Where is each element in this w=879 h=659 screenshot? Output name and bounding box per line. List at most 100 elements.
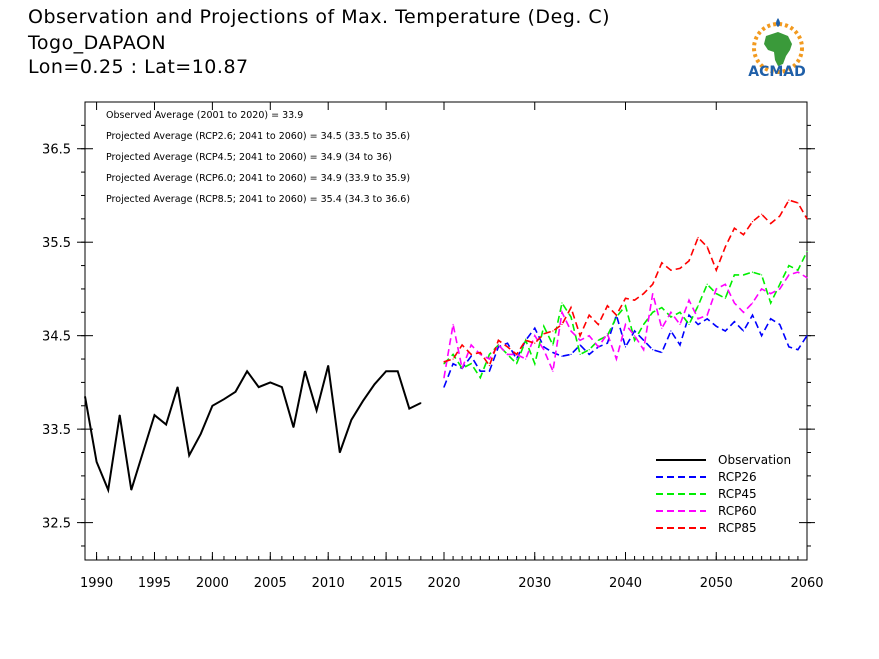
- data-point-rcp60: [461, 367, 463, 369]
- data-point-rcp60: [552, 370, 554, 372]
- data-point-observation: [107, 489, 109, 491]
- data-point-rcp85: [770, 222, 772, 225]
- data-point-rcp45: [733, 274, 736, 276]
- data-point-rcp45: [715, 293, 717, 295]
- data-point-rcp45: [597, 339, 599, 341]
- data-point-rcp60: [525, 358, 527, 360]
- x-tick-label: 2020: [427, 576, 460, 591]
- data-point-rcp45: [615, 316, 618, 318]
- average-annotation: Projected Average (RCP4.5; 2041 to 2060)…: [106, 152, 392, 163]
- legend-label-rcp26: RCP26: [718, 470, 757, 484]
- data-point-rcp26: [697, 323, 699, 326]
- data-point-rcp60: [579, 339, 581, 341]
- data-point-rcp26: [479, 370, 481, 372]
- data-point-rcp60: [624, 323, 627, 326]
- y-tick-label: 34.5: [42, 330, 71, 345]
- data-point-rcp60: [506, 353, 509, 355]
- data-point-observation: [327, 364, 329, 367]
- data-point-rcp26: [715, 325, 717, 327]
- data-point-rcp60: [588, 335, 590, 337]
- average-annotation: Observed Average (2001 to 2020) = 33.9: [106, 110, 303, 121]
- data-point-observation: [84, 395, 86, 398]
- data-point-rcp60: [534, 335, 536, 337]
- data-point-rcp85: [443, 361, 445, 363]
- data-point-rcp45: [443, 363, 445, 365]
- data-point-rcp85: [788, 199, 790, 201]
- data-point-rcp26: [633, 330, 636, 332]
- x-tick-label: 2060: [790, 576, 823, 591]
- data-point-rcp85: [552, 330, 554, 332]
- data-point-rcp45: [488, 353, 490, 355]
- data-point-rcp85: [742, 234, 745, 236]
- data-point-rcp60: [797, 271, 799, 273]
- data-point-observation: [177, 386, 179, 388]
- data-point-rcp45: [570, 316, 572, 318]
- data-point-observation: [142, 451, 144, 454]
- data-point-rcp85: [470, 353, 472, 355]
- data-point-rcp60: [497, 344, 500, 346]
- data-point-observation: [234, 391, 237, 393]
- data-point-rcp60: [643, 349, 645, 351]
- data-point-rcp26: [624, 346, 627, 348]
- y-tick-label: 32.5: [42, 517, 71, 532]
- data-point-rcp60: [597, 346, 599, 348]
- data-point-rcp60: [761, 288, 763, 290]
- data-point-rcp26: [470, 355, 472, 357]
- data-point-rcp26: [670, 330, 672, 332]
- data-point-rcp45: [588, 349, 590, 351]
- y-tick-label: 33.5: [42, 423, 71, 438]
- data-point-observation: [350, 419, 352, 421]
- chart-title: Observation and Projections of Max. Temp…: [28, 6, 611, 28]
- data-point-rcp60: [543, 349, 545, 351]
- data-point-rcp45: [670, 316, 672, 318]
- data-point-observation: [385, 370, 387, 372]
- data-point-rcp85: [479, 351, 481, 354]
- data-point-rcp85: [461, 344, 463, 346]
- data-point-rcp60: [488, 358, 490, 360]
- x-tick-label: 1990: [80, 576, 113, 591]
- data-point-rcp26: [588, 353, 590, 355]
- data-point-rcp85: [452, 358, 454, 360]
- data-point-rcp26: [806, 335, 808, 337]
- data-point-observation: [223, 398, 225, 400]
- data-point-rcp60: [724, 283, 726, 285]
- data-point-rcp26: [724, 330, 726, 332]
- data-point-observation: [246, 370, 248, 372]
- data-point-rcp85: [606, 305, 608, 307]
- data-point-observation: [165, 423, 167, 426]
- data-point-rcp26: [552, 351, 554, 354]
- average-annotation: Projected Average (RCP6.0; 2041 to 2060)…: [106, 173, 410, 184]
- data-point-rcp85: [761, 213, 763, 215]
- data-point-observation: [200, 433, 202, 435]
- data-point-rcp85: [715, 269, 717, 271]
- data-point-rcp26: [570, 353, 572, 355]
- data-point-rcp85: [733, 227, 736, 229]
- logo-sunburst: [752, 22, 804, 74]
- data-point-rcp60: [788, 274, 790, 276]
- data-point-rcp45: [543, 325, 545, 327]
- data-point-rcp85: [679, 267, 681, 269]
- data-point-rcp85: [516, 353, 518, 355]
- data-point-rcp26: [561, 355, 563, 357]
- x-tick-label: 1995: [138, 576, 171, 591]
- data-point-rcp26: [779, 323, 781, 326]
- data-point-rcp60: [652, 293, 654, 295]
- data-point-rcp60: [697, 318, 699, 320]
- data-point-rcp45: [652, 311, 654, 313]
- data-point-rcp85: [724, 246, 726, 248]
- data-point-rcp60: [615, 358, 618, 360]
- data-point-rcp45: [761, 274, 763, 276]
- data-point-rcp45: [724, 297, 726, 299]
- data-point-rcp85: [688, 260, 690, 262]
- data-point-rcp60: [806, 277, 808, 279]
- data-point-rcp26: [497, 346, 500, 348]
- x-tick-label: 2010: [312, 576, 345, 591]
- data-point-rcp60: [661, 327, 663, 329]
- data-point-rcp85: [561, 323, 563, 326]
- data-point-rcp45: [661, 307, 663, 309]
- data-point-rcp45: [706, 283, 708, 285]
- data-point-rcp60: [770, 293, 772, 295]
- x-tick-label: 2050: [700, 576, 733, 591]
- data-point-rcp26: [788, 346, 790, 348]
- data-point-rcp45: [751, 271, 754, 273]
